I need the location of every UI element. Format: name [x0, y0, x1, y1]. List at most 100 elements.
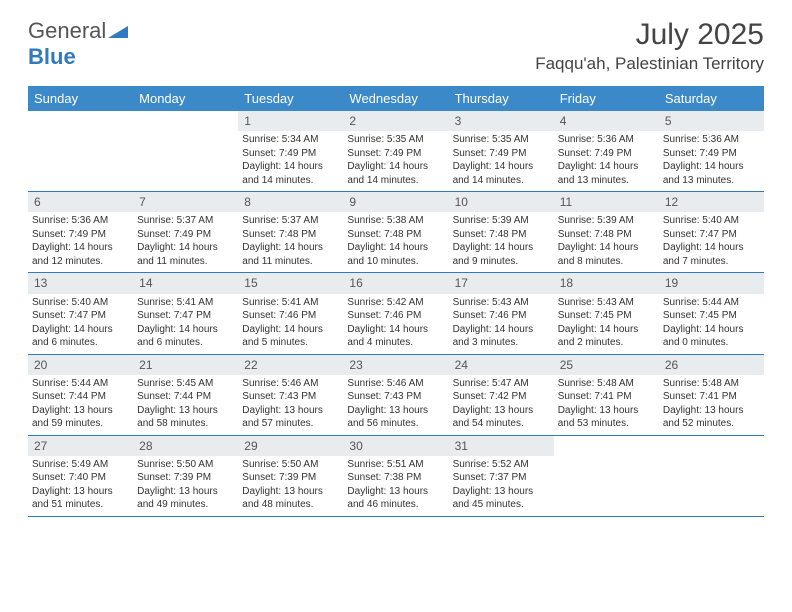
- weekday-header: Monday: [133, 86, 238, 111]
- sunset-line: Sunset: 7:49 PM: [453, 147, 550, 161]
- day-cell: 2Sunrise: 5:35 AMSunset: 7:49 PMDaylight…: [343, 111, 448, 191]
- day-number: 9: [343, 192, 448, 212]
- day-details: Sunrise: 5:41 AMSunset: 7:46 PMDaylight:…: [238, 294, 343, 354]
- day-cell: 14Sunrise: 5:41 AMSunset: 7:47 PMDayligh…: [133, 273, 238, 353]
- day-number: 23: [343, 355, 448, 375]
- weekday-header-row: SundayMondayTuesdayWednesdayThursdayFrid…: [28, 86, 764, 111]
- sunset-line: Sunset: 7:46 PM: [453, 309, 550, 323]
- day-number: 10: [449, 192, 554, 212]
- day-details: Sunrise: 5:35 AMSunset: 7:49 PMDaylight:…: [343, 131, 448, 191]
- day-cell: 19Sunrise: 5:44 AMSunset: 7:45 PMDayligh…: [659, 273, 764, 353]
- day-details: Sunrise: 5:37 AMSunset: 7:48 PMDaylight:…: [238, 212, 343, 272]
- day-cell: 25Sunrise: 5:48 AMSunset: 7:41 PMDayligh…: [554, 355, 659, 435]
- sunrise-line: Sunrise: 5:35 AM: [347, 133, 444, 147]
- day-cell: .: [554, 436, 659, 516]
- day-cell: 11Sunrise: 5:39 AMSunset: 7:48 PMDayligh…: [554, 192, 659, 272]
- sunset-line: Sunset: 7:48 PM: [347, 228, 444, 242]
- day-cell: 21Sunrise: 5:45 AMSunset: 7:44 PMDayligh…: [133, 355, 238, 435]
- sunset-line: Sunset: 7:47 PM: [32, 309, 129, 323]
- sunrise-line: Sunrise: 5:44 AM: [663, 296, 760, 310]
- daylight-line: Daylight: 13 hours and 46 minutes.: [347, 485, 444, 512]
- sunset-line: Sunset: 7:44 PM: [32, 390, 129, 404]
- daylight-line: Daylight: 13 hours and 45 minutes.: [453, 485, 550, 512]
- sunset-line: Sunset: 7:47 PM: [663, 228, 760, 242]
- daylight-line: Daylight: 14 hours and 9 minutes.: [453, 241, 550, 268]
- day-cell: 8Sunrise: 5:37 AMSunset: 7:48 PMDaylight…: [238, 192, 343, 272]
- sunrise-line: Sunrise: 5:40 AM: [32, 296, 129, 310]
- weekday-header: Sunday: [28, 86, 133, 111]
- day-details: Sunrise: 5:51 AMSunset: 7:38 PMDaylight:…: [343, 456, 448, 516]
- sunrise-line: Sunrise: 5:34 AM: [242, 133, 339, 147]
- day-details: Sunrise: 5:36 AMSunset: 7:49 PMDaylight:…: [659, 131, 764, 191]
- day-number: 28: [133, 436, 238, 456]
- sunset-line: Sunset: 7:41 PM: [558, 390, 655, 404]
- sunset-line: Sunset: 7:49 PM: [242, 147, 339, 161]
- daylight-line: Daylight: 13 hours and 51 minutes.: [32, 485, 129, 512]
- weekday-header: Friday: [554, 86, 659, 111]
- sunrise-line: Sunrise: 5:47 AM: [453, 377, 550, 391]
- brand-part2: Blue: [28, 44, 76, 69]
- day-details: Sunrise: 5:36 AMSunset: 7:49 PMDaylight:…: [554, 131, 659, 191]
- daylight-line: Daylight: 14 hours and 10 minutes.: [347, 241, 444, 268]
- day-details: Sunrise: 5:40 AMSunset: 7:47 PMDaylight:…: [659, 212, 764, 272]
- day-number: 21: [133, 355, 238, 375]
- daylight-line: Daylight: 13 hours and 52 minutes.: [663, 404, 760, 431]
- sunrise-line: Sunrise: 5:51 AM: [347, 458, 444, 472]
- sunrise-line: Sunrise: 5:40 AM: [663, 214, 760, 228]
- day-number: 4: [554, 111, 659, 131]
- daylight-line: Daylight: 14 hours and 11 minutes.: [242, 241, 339, 268]
- day-number: 22: [238, 355, 343, 375]
- sunrise-line: Sunrise: 5:52 AM: [453, 458, 550, 472]
- day-details: Sunrise: 5:52 AMSunset: 7:37 PMDaylight:…: [449, 456, 554, 516]
- calendar-body: .. 1Sunrise: 5:34 AMSunset: 7:49 PMDaylig…: [28, 111, 764, 517]
- day-details: Sunrise: 5:39 AMSunset: 7:48 PMDaylight:…: [449, 212, 554, 272]
- day-details: Sunrise: 5:35 AMSunset: 7:49 PMDaylight:…: [449, 131, 554, 191]
- daylight-line: Daylight: 13 hours and 48 minutes.: [242, 485, 339, 512]
- day-number: 17: [449, 273, 554, 293]
- sunrise-line: Sunrise: 5:43 AM: [558, 296, 655, 310]
- sunrise-line: Sunrise: 5:45 AM: [137, 377, 234, 391]
- sunrise-line: Sunrise: 5:41 AM: [137, 296, 234, 310]
- day-cell: 24Sunrise: 5:47 AMSunset: 7:42 PMDayligh…: [449, 355, 554, 435]
- day-details: Sunrise: 5:43 AMSunset: 7:45 PMDaylight:…: [554, 294, 659, 354]
- daylight-line: Daylight: 13 hours and 56 minutes.: [347, 404, 444, 431]
- sunset-line: Sunset: 7:38 PM: [347, 471, 444, 485]
- day-cell: 10Sunrise: 5:39 AMSunset: 7:48 PMDayligh…: [449, 192, 554, 272]
- day-number: 12: [659, 192, 764, 212]
- day-details: Sunrise: 5:46 AMSunset: 7:43 PMDaylight:…: [343, 375, 448, 435]
- daylight-line: Daylight: 13 hours and 53 minutes.: [558, 404, 655, 431]
- sunset-line: Sunset: 7:49 PM: [32, 228, 129, 242]
- sunset-line: Sunset: 7:41 PM: [663, 390, 760, 404]
- day-number: 11: [554, 192, 659, 212]
- sunset-line: Sunset: 7:49 PM: [663, 147, 760, 161]
- day-details: Sunrise: 5:39 AMSunset: 7:48 PMDaylight:…: [554, 212, 659, 272]
- day-details: Sunrise: 5:34 AMSunset: 7:49 PMDaylight:…: [238, 131, 343, 191]
- day-number: 19: [659, 273, 764, 293]
- day-details: Sunrise: 5:40 AMSunset: 7:47 PMDaylight:…: [28, 294, 133, 354]
- daylight-line: Daylight: 14 hours and 2 minutes.: [558, 323, 655, 350]
- title-block: July 2025 Faqqu'ah, Palestinian Territor…: [535, 18, 764, 74]
- day-number: 16: [343, 273, 448, 293]
- sunrise-line: Sunrise: 5:38 AM: [347, 214, 444, 228]
- day-details: Sunrise: 5:44 AMSunset: 7:44 PMDaylight:…: [28, 375, 133, 435]
- day-details: Sunrise: 5:50 AMSunset: 7:39 PMDaylight:…: [238, 456, 343, 516]
- brand-text: General Blue: [28, 18, 128, 70]
- sunrise-line: Sunrise: 5:46 AM: [242, 377, 339, 391]
- day-cell: .: [659, 436, 764, 516]
- sunset-line: Sunset: 7:49 PM: [137, 228, 234, 242]
- day-cell: 1Sunrise: 5:34 AMSunset: 7:49 PMDaylight…: [238, 111, 343, 191]
- sunrise-line: Sunrise: 5:50 AM: [137, 458, 234, 472]
- day-cell: 26Sunrise: 5:48 AMSunset: 7:41 PMDayligh…: [659, 355, 764, 435]
- sunrise-line: Sunrise: 5:48 AM: [558, 377, 655, 391]
- sunset-line: Sunset: 7:47 PM: [137, 309, 234, 323]
- sunrise-line: Sunrise: 5:49 AM: [32, 458, 129, 472]
- day-details: Sunrise: 5:41 AMSunset: 7:47 PMDaylight:…: [133, 294, 238, 354]
- sunrise-line: Sunrise: 5:37 AM: [242, 214, 339, 228]
- day-cell: 18Sunrise: 5:43 AMSunset: 7:45 PMDayligh…: [554, 273, 659, 353]
- day-cell: 29Sunrise: 5:50 AMSunset: 7:39 PMDayligh…: [238, 436, 343, 516]
- sunset-line: Sunset: 7:45 PM: [663, 309, 760, 323]
- day-number: 18: [554, 273, 659, 293]
- day-details: Sunrise: 5:47 AMSunset: 7:42 PMDaylight:…: [449, 375, 554, 435]
- daylight-line: Daylight: 14 hours and 12 minutes.: [32, 241, 129, 268]
- day-cell: 27Sunrise: 5:49 AMSunset: 7:40 PMDayligh…: [28, 436, 133, 516]
